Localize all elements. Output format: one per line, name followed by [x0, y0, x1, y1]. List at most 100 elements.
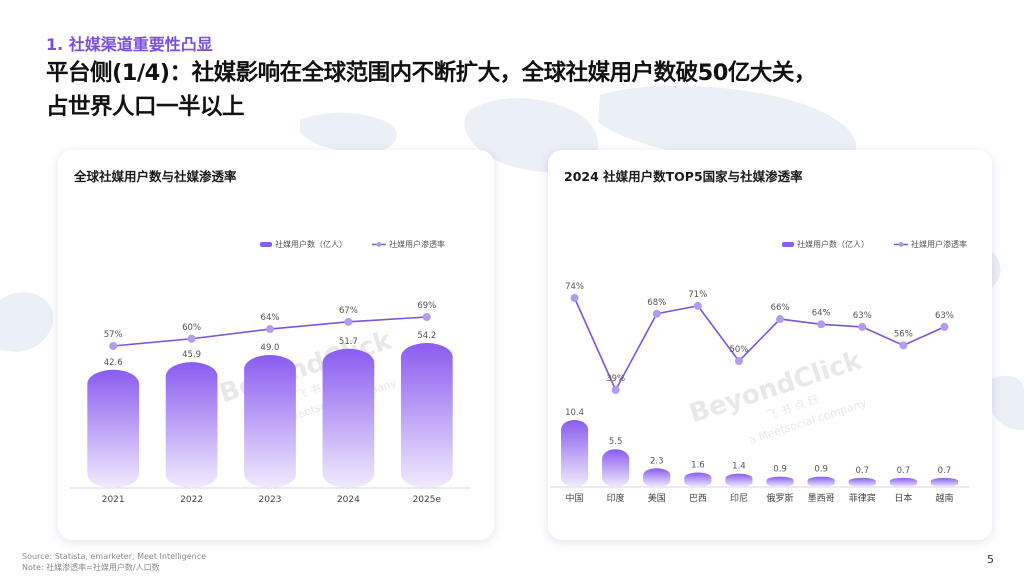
line-value-label: 74%: [565, 282, 584, 292]
line-value-label: 60%: [182, 323, 201, 333]
bar-value-label: 54.2: [417, 331, 436, 341]
source-text: Source: Statista, emarketer, Meet Intell…: [22, 552, 207, 561]
bar-value-label: 49.0: [261, 343, 280, 353]
line-value-label: 71%: [688, 290, 707, 300]
line-value-label: 50%: [729, 345, 748, 355]
x-tick-label: 2025e: [413, 495, 442, 505]
legend-line-marker: [898, 242, 904, 247]
bar: [244, 354, 296, 488]
bar: [889, 477, 917, 487]
bar: [930, 477, 959, 487]
bar-value-label: 2.3: [650, 456, 664, 466]
note-text: Note: 社媒渗透率=社媒用户数/人口数: [22, 563, 160, 572]
bar-value-label: 5.5: [609, 437, 623, 447]
line-value-label: 56%: [894, 329, 913, 339]
x-tick-label: 越南: [935, 492, 953, 504]
line-value-label: 39%: [606, 374, 625, 384]
bar: [684, 472, 712, 487]
bar-value-label: 0.7: [897, 466, 911, 476]
line-point: [817, 320, 826, 329]
line-point: [734, 357, 743, 366]
bar: [322, 348, 375, 488]
headline-line-1: 平台侧(1/4)：社媒影响在全球范围内不断扩大，全球社媒用户数破50亿大关，: [46, 60, 816, 86]
bar: [807, 476, 835, 487]
bar-value-label: 42.6: [104, 358, 123, 368]
bar: [400, 343, 453, 488]
line-value-label: 64%: [261, 313, 280, 323]
penetration-line: [573, 297, 945, 392]
line-value-label: 66%: [771, 303, 790, 313]
x-tick-label: 2023: [259, 495, 282, 505]
x-tick-label: 俄罗斯: [767, 492, 794, 504]
line-point: [344, 317, 353, 326]
bar-value-label: 0.9: [814, 465, 828, 475]
legend-bar-label: 社媒用户数（亿人）: [275, 239, 347, 249]
line-value-label: 69%: [417, 301, 436, 311]
legend-line-label: 社媒用户渗透率: [911, 239, 967, 249]
page-number: 5: [987, 553, 994, 566]
bar: [560, 420, 589, 487]
bar-value-label: 51.7: [339, 337, 358, 347]
line-point: [570, 294, 579, 302]
headline-line-2: 占世界人口一半以上: [46, 94, 245, 120]
line-point: [109, 342, 118, 350]
legend: 社媒用户数（亿人） 社媒用户渗透率: [782, 239, 967, 249]
x-tick-label: 印尼: [730, 492, 748, 504]
x-tick-label: 美国: [648, 492, 666, 504]
bar-value-label: 10.4: [565, 408, 584, 418]
line-value-label: 68%: [647, 298, 666, 308]
bar-value-label: 0.7: [938, 466, 952, 476]
page-headline: 平台侧(1/4)：社媒影响在全球范围内不断扩大，全球社媒用户数破50亿大关， 占…: [46, 56, 1016, 124]
line-value-label: 67%: [339, 306, 358, 316]
line-value-label: 63%: [853, 311, 872, 321]
legend-bar-label: 社媒用户数（亿人）: [797, 239, 869, 249]
bar: [87, 369, 140, 488]
x-tick-label: 菲律宾: [849, 492, 876, 504]
bar-value-label: 1.6: [691, 460, 705, 470]
line-point: [422, 313, 431, 321]
line-point: [858, 322, 867, 331]
line-point: [693, 301, 702, 310]
bar-value-label: 45.9: [182, 350, 201, 360]
x-tick-label: 中国: [566, 492, 584, 504]
line-value-label: 63%: [935, 311, 954, 321]
chart-title: 2024 社媒用户数TOP5国家与社媒渗透率: [564, 169, 803, 184]
line-value-label: 57%: [104, 330, 123, 340]
bar: [165, 362, 218, 488]
bar-value-label: 0.9: [773, 465, 787, 475]
top-countries-chart-card: 2024 社媒用户数TOP5国家与社媒渗透率 BeyondClick 飞 书 点 …: [548, 150, 992, 540]
bar: [766, 476, 794, 487]
x-tick-label: 巴西: [689, 493, 707, 504]
x-tick-label: 日本: [894, 492, 912, 504]
bar: [602, 449, 630, 487]
legend-bar-swatch: [260, 242, 272, 247]
legend-line-label: 社媒用户渗透率: [389, 239, 445, 249]
line-point: [899, 341, 908, 350]
x-tick-label: 2024: [337, 495, 360, 505]
line-point: [611, 386, 620, 394]
line-point: [187, 334, 196, 343]
bar: [848, 477, 876, 487]
line-point: [940, 322, 949, 331]
line-point: [776, 315, 785, 324]
footnote: Source: Statista, emarketer, Meet Intell…: [22, 551, 206, 573]
legend: 社媒用户数（亿人） 社媒用户渗透率: [260, 239, 445, 249]
x-tick-label: 2021: [102, 495, 125, 505]
x-tick-label: 印度: [607, 492, 625, 504]
chart-title: 全球社媒用户数与社媒渗透率: [74, 169, 237, 184]
bar: [643, 468, 671, 487]
bar: [725, 473, 753, 487]
line-value-label: 64%: [812, 308, 831, 318]
legend-line-marker: [376, 242, 382, 247]
legend-bar-swatch: [782, 242, 794, 247]
x-tick-label: 墨西哥: [808, 493, 835, 504]
x-tick-label: 2022: [180, 495, 203, 505]
section-label: 1. 社媒渠道重要性凸显: [46, 35, 213, 54]
bar-value-label: 1.4: [732, 462, 746, 472]
line-point: [266, 325, 274, 334]
bar-value-label: 0.7: [855, 466, 869, 476]
line-point: [652, 309, 661, 318]
